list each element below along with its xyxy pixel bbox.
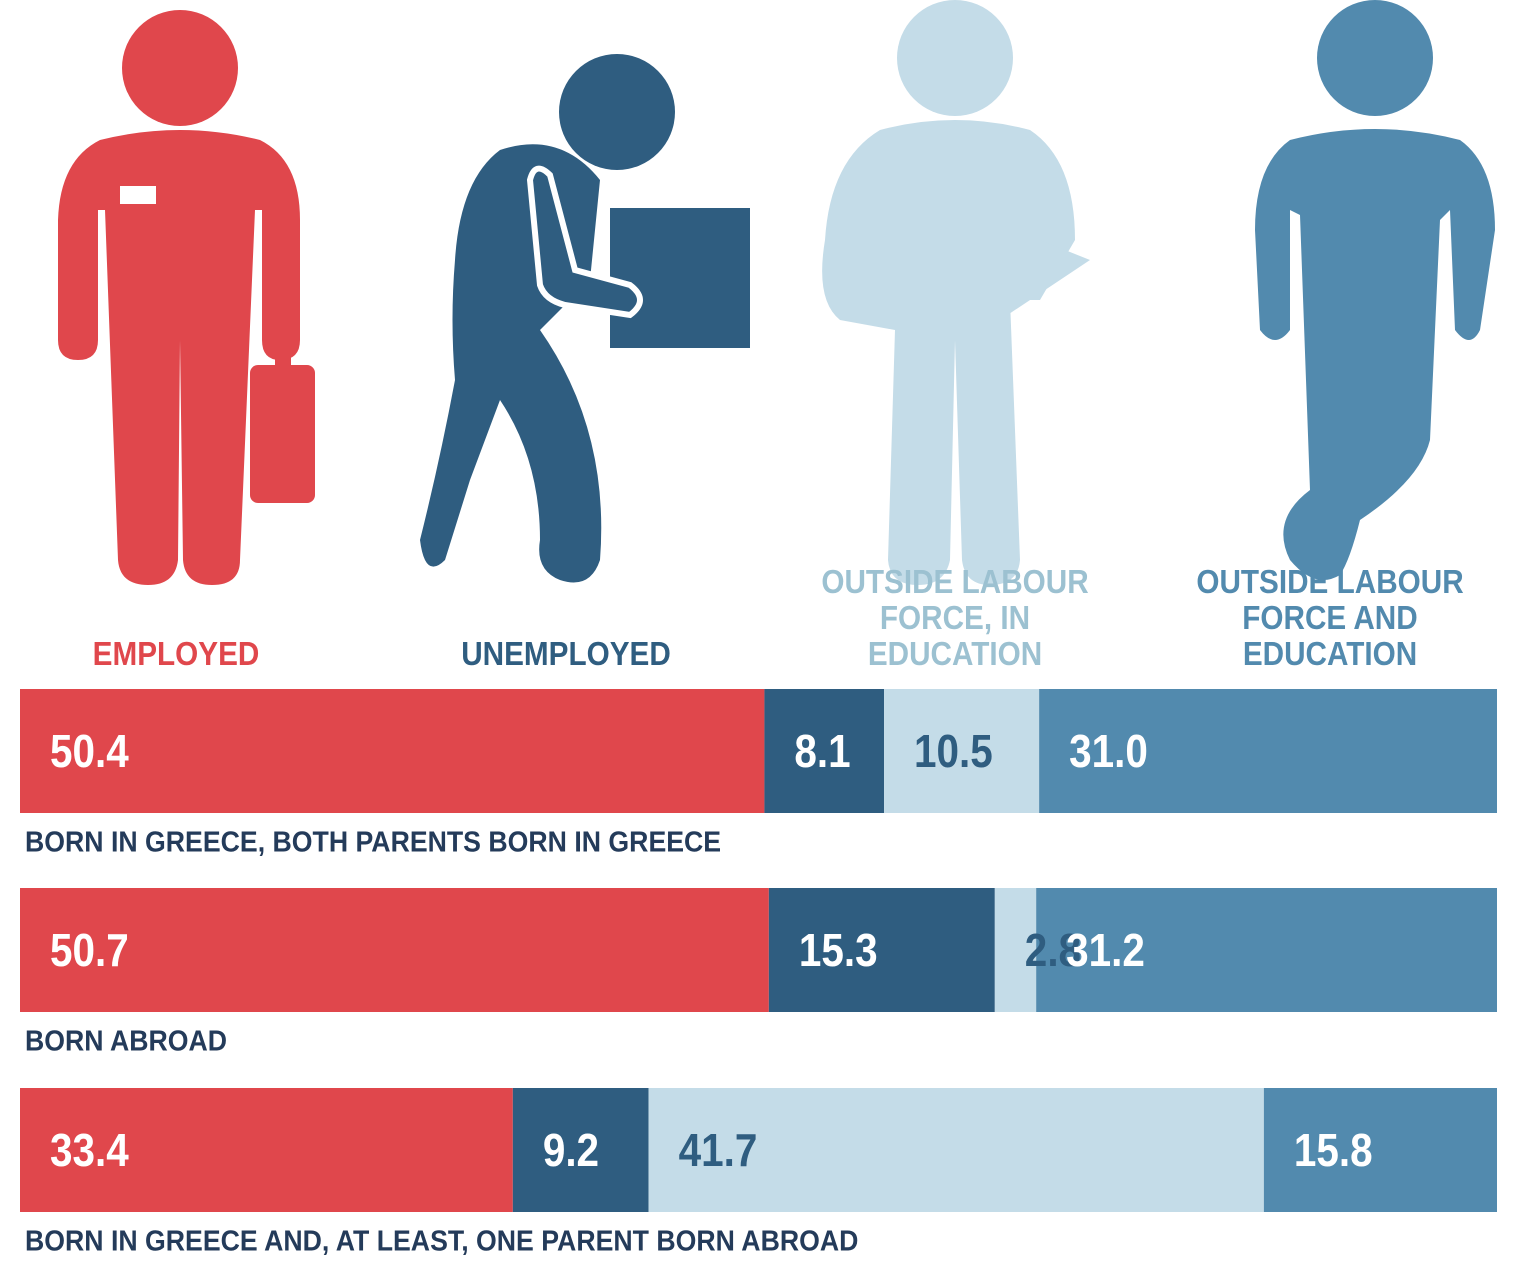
- legend-label: OUTSIDE LABOUR FORCE AND EDUCATION: [1196, 563, 1464, 672]
- value-label: 50.7: [50, 926, 129, 977]
- bar-segment: [1039, 689, 1497, 813]
- legend-label: EMPLOYED: [92, 635, 260, 672]
- value-label: 33.4: [50, 1126, 129, 1177]
- value-label: 10.5: [914, 727, 993, 778]
- category-label: BORN IN GREECE, BOTH PARENTS BORN IN GRE…: [25, 826, 721, 858]
- bar-segment: [994, 888, 1037, 1012]
- bar-segment: [512, 1088, 649, 1212]
- value-label: 8.1: [794, 727, 850, 778]
- icon-inactive: [1255, 0, 1495, 580]
- value-label: 50.4: [50, 727, 129, 778]
- legend-label: UNEMPLOYED: [461, 635, 671, 672]
- icon-employed: [58, 10, 315, 585]
- value-label: 31.2: [1066, 926, 1145, 977]
- bar-segment: [20, 689, 765, 813]
- category-label: BORN ABROAD: [25, 1025, 227, 1057]
- category-label: BORN IN GREECE AND, AT LEAST, ONE PARENT…: [25, 1225, 858, 1257]
- bar-segment: [768, 888, 995, 1012]
- icon-student: [822, 0, 1090, 585]
- value-label: 31.0: [1069, 727, 1148, 778]
- bar-segment: [20, 888, 769, 1012]
- value-label: 41.7: [679, 1126, 758, 1177]
- legend-label: OUTSIDE LABOUR FORCE, IN EDUCATION: [821, 563, 1089, 672]
- value-label: 9.2: [543, 1126, 599, 1177]
- value-label: 15.3: [799, 926, 878, 977]
- value-label: 2.8: [1025, 926, 1081, 977]
- bar-segment: [884, 689, 1040, 813]
- value-label: 15.8: [1294, 1126, 1373, 1177]
- icon-unemployed: [420, 54, 750, 583]
- bar-segment: [1036, 888, 1497, 1012]
- bar-segment: [648, 1088, 1264, 1212]
- bar-segment: [764, 689, 885, 813]
- bar-segment: [20, 1088, 513, 1212]
- bar-segment: [1263, 1088, 1497, 1212]
